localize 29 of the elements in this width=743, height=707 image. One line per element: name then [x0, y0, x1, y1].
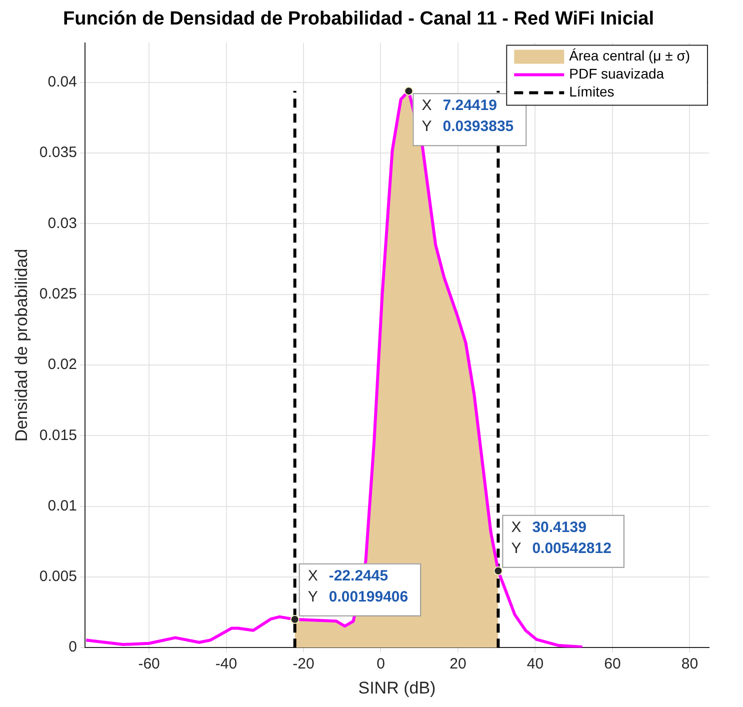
legend-label: Límites — [569, 84, 614, 100]
y-tick-label: 0.03 — [48, 214, 77, 232]
chart-title: Función de Densidad de Probabilidad - Canal 11 - Red WiFi Inicial — [62, 8, 654, 30]
y-tick-label: 0.015 — [39, 426, 77, 444]
y-tick-label: 0.02 — [48, 356, 77, 374]
x-tick-label: 60 — [604, 656, 621, 673]
x-tick-label: 0 — [376, 656, 385, 673]
y-tick-label: 0.005 — [39, 568, 77, 586]
annotation: X 30.4139 Y 0.00542812 — [511, 518, 612, 557]
x-tick-label: 40 — [526, 656, 544, 673]
legend-label: Área central (μ ± σ) — [569, 48, 690, 64]
y-tick-label: 0 — [68, 638, 77, 656]
point — [404, 86, 414, 96]
x-tick-label: -40 — [215, 656, 238, 673]
y-tick-label: 0.04 — [48, 74, 77, 91]
annotation: X 7.24419 Y 0.0393835 — [422, 97, 514, 136]
point — [290, 614, 300, 624]
x-tick-label: -20 — [292, 656, 314, 673]
y-axis-title: Densidad de probabilidad — [12, 248, 31, 442]
x-axis-title: SINR (dB) — [358, 678, 436, 698]
x-tick-label: 20 — [450, 656, 466, 673]
point — [494, 566, 503, 576]
annotation: X -22.2445 Y 0.00199406 — [308, 567, 408, 606]
x-tick-label: 80 — [681, 656, 698, 673]
y-tick-label: 0.025 — [39, 285, 77, 302]
y-tick-label: 0.01 — [48, 497, 77, 514]
y-tick-label: 0.035 — [39, 144, 77, 162]
legend-label: PDF suavizada — [569, 66, 664, 82]
x-tick-label: -60 — [138, 656, 160, 673]
